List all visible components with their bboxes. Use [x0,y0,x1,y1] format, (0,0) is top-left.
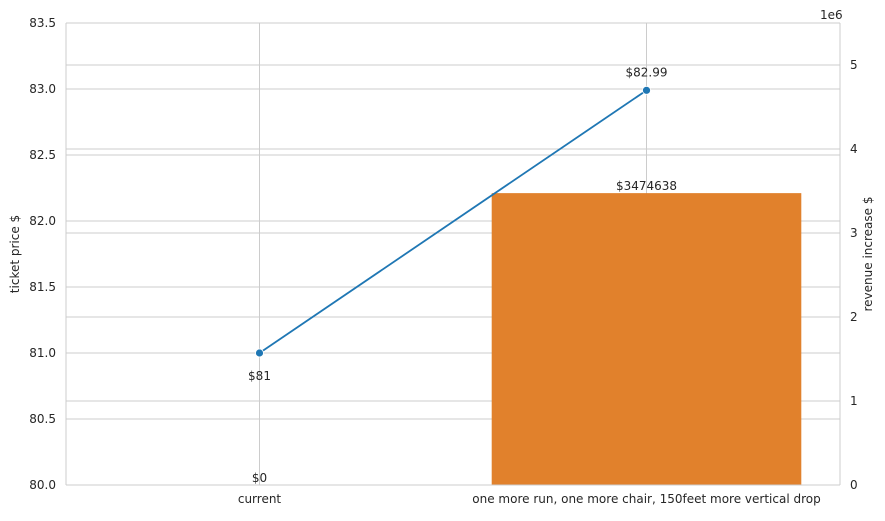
revenue-label: $0 [252,471,267,485]
left-tick-label: 80.0 [29,478,56,492]
right-tick-label: 3 [850,226,858,240]
right-tick-label: 5 [850,58,858,72]
price-label: $82.99 [626,65,668,79]
left-tick-label: 82.5 [29,148,56,162]
right-axis-offset-text: 1e6 [820,8,843,22]
left-tick-label: 81.0 [29,346,56,360]
x-tick-label: current [238,492,282,506]
revenue-label: $3474638 [616,179,677,193]
price-marker [255,348,264,358]
price-line [258,89,648,354]
left-tick-label: 83.0 [29,82,56,96]
right-tick-label: 4 [850,142,858,156]
bar [491,193,802,485]
left-tick-label: 80.5 [29,412,56,426]
right-tick-label: 1 [850,394,858,408]
left-axis-label: ticket price $ [8,215,22,293]
left-tick-label: 82.0 [29,214,56,228]
right-axis-label: revenue increase $ [861,197,875,312]
price-label: $81 [248,369,271,383]
x-tick-label: one more run, one more chair, 150feet mo… [472,492,820,506]
right-tick-label: 0 [850,478,858,492]
price-marker [642,85,651,95]
left-tick-label: 81.5 [29,280,56,294]
left-tick-label: 83.5 [29,16,56,30]
right-tick-label: 2 [850,310,858,324]
